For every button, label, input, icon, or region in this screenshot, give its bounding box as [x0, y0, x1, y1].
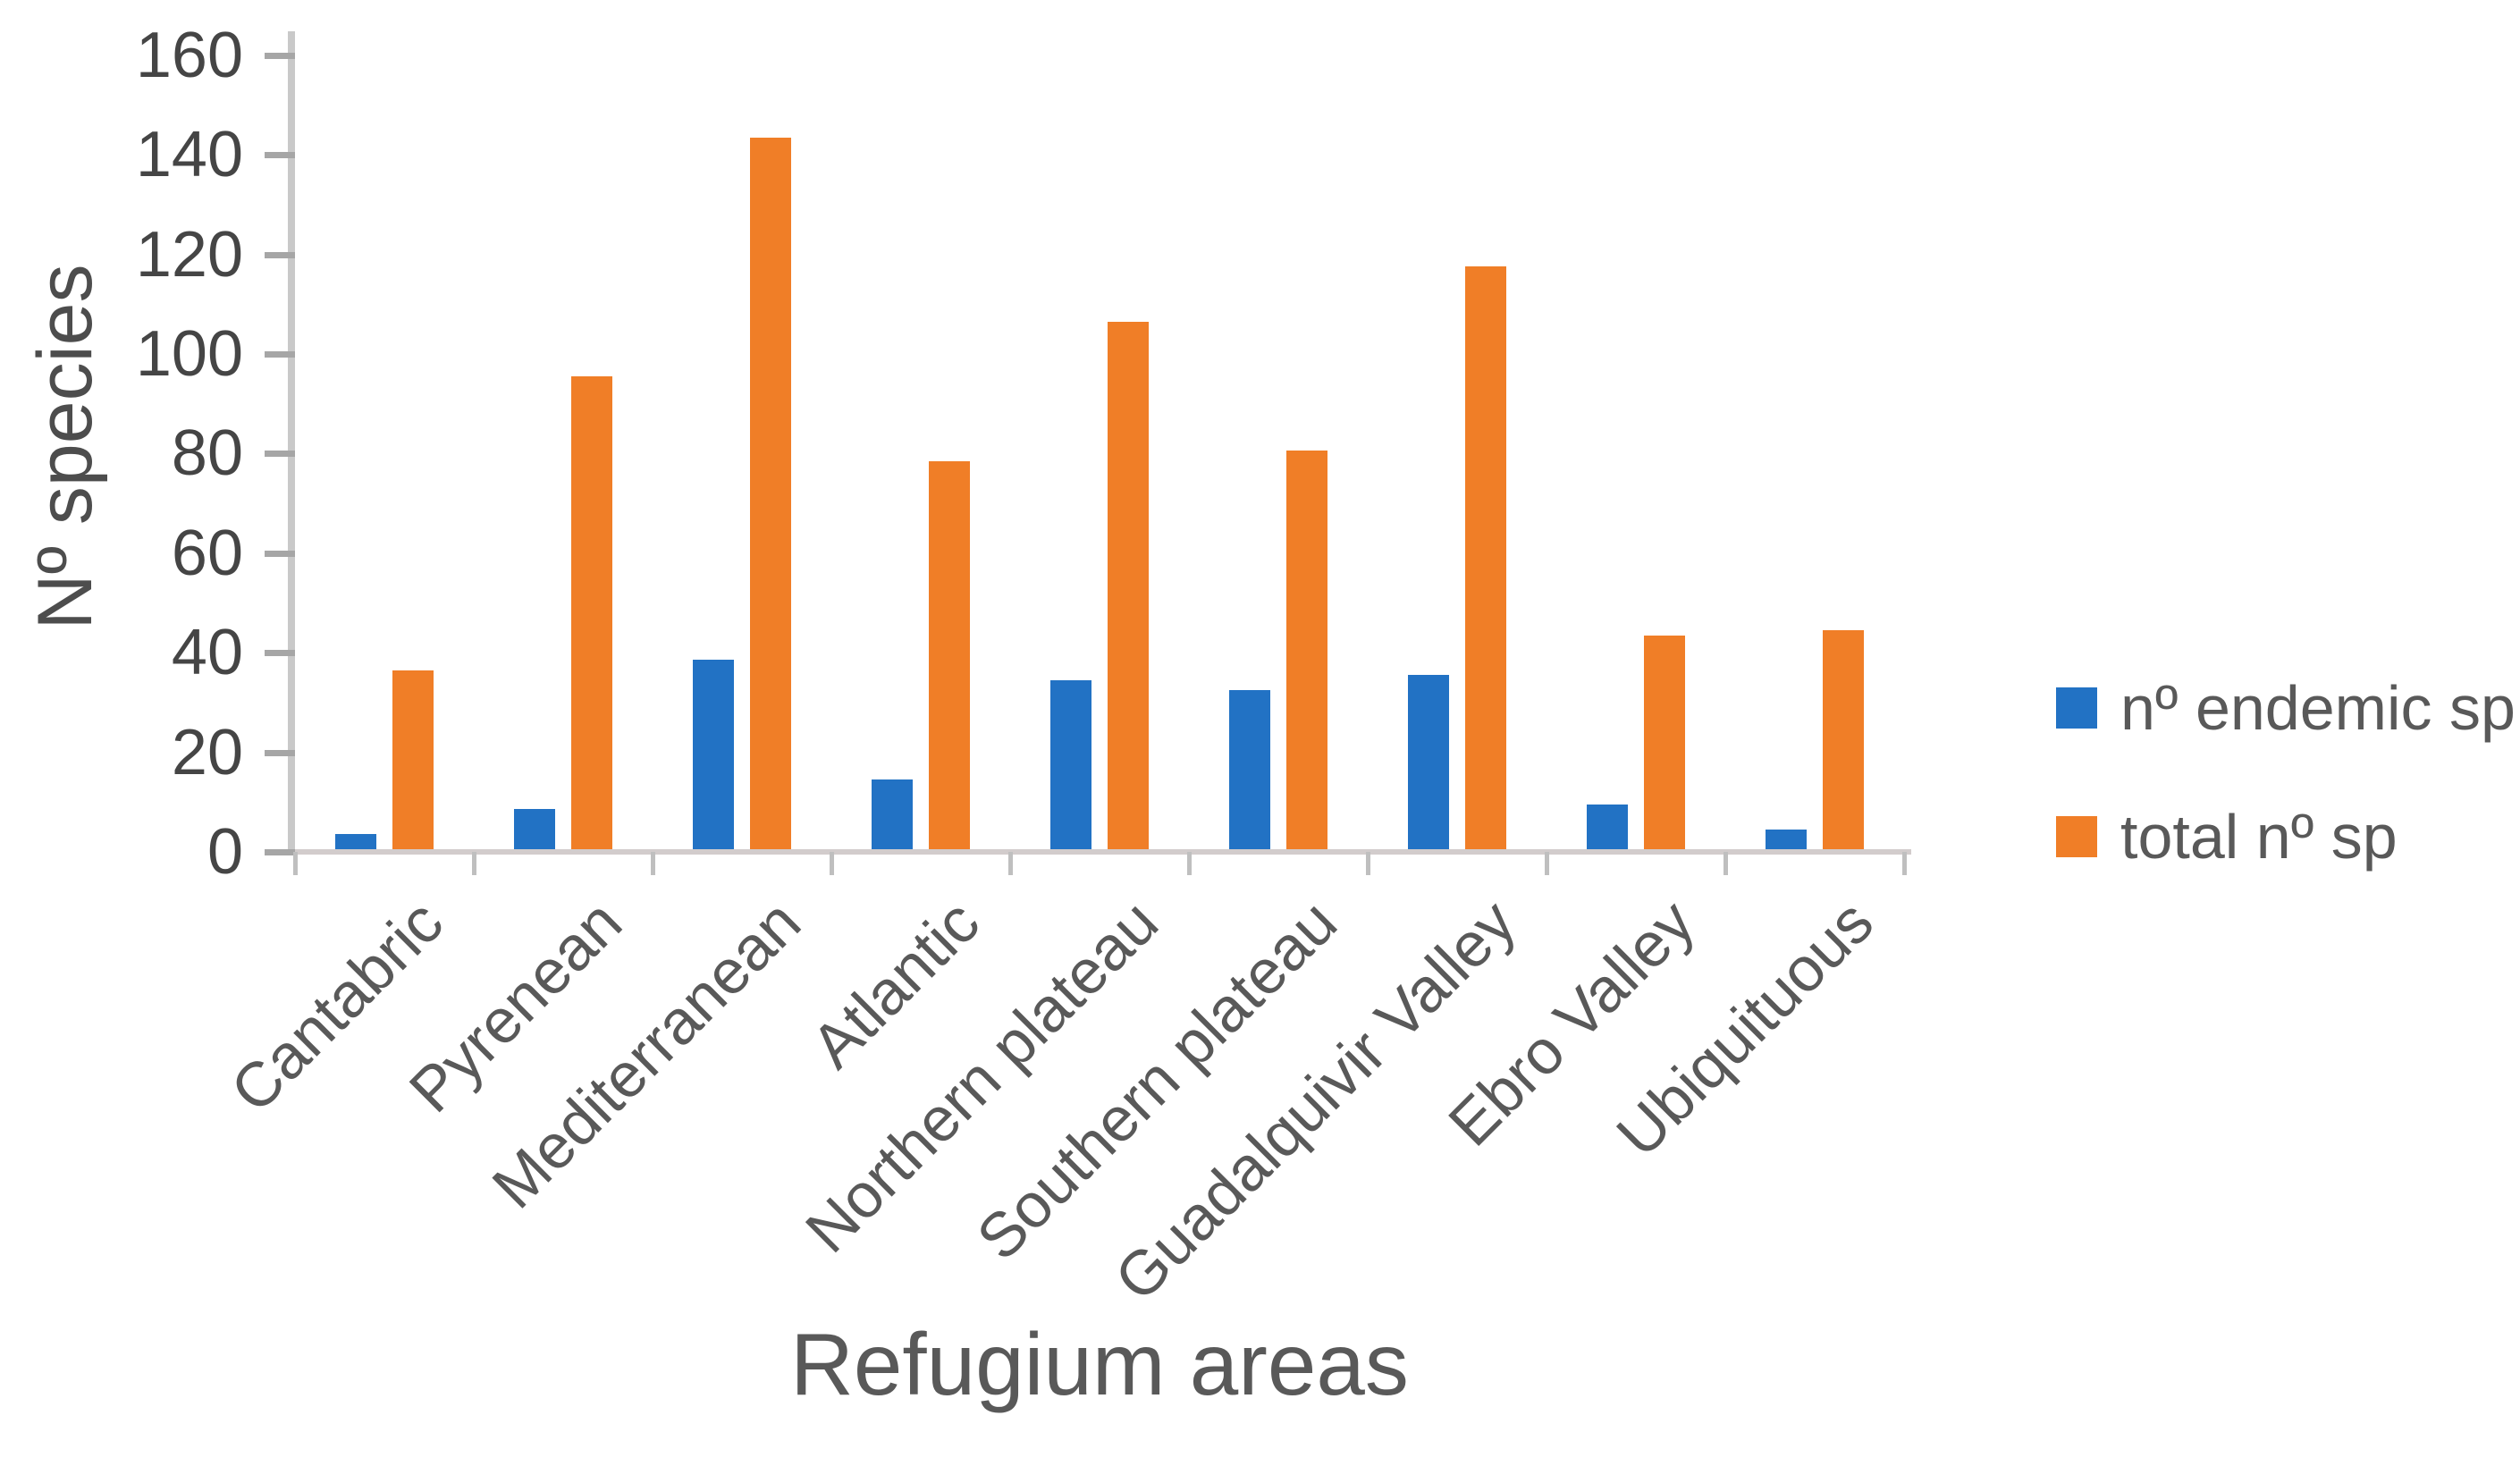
y-tick-label: 80: [171, 417, 243, 490]
x-tick-mark: [1187, 852, 1192, 875]
bar-endemic-2: [693, 660, 734, 849]
x-tick-mark: [830, 852, 834, 875]
x-tick-mark: [293, 852, 298, 875]
bar-endemic-0: [335, 834, 376, 849]
x-tick-mark: [1902, 852, 1907, 875]
bar-total-1: [571, 376, 612, 849]
legend-swatch-endemic: [2056, 687, 2097, 729]
legend-swatch-total: [2056, 816, 2097, 857]
bar-total-5: [1286, 451, 1327, 849]
bar-endemic-1: [514, 809, 555, 849]
y-tick-label: 40: [171, 617, 243, 689]
bar-total-7: [1644, 636, 1685, 849]
y-tick-mark: [265, 849, 295, 855]
y-tick-mark: [265, 451, 295, 458]
y-tick-mark: [265, 152, 295, 159]
y-axis-title: Nº species: [21, 264, 108, 630]
bar-total-2: [750, 138, 791, 849]
legend-label: total nº sp: [2120, 802, 2398, 872]
y-tick-label: 140: [135, 119, 243, 191]
bar-endemic-4: [1050, 680, 1091, 849]
x-tick-mark: [1008, 852, 1013, 875]
y-tick-label: 100: [135, 318, 243, 391]
bar-total-0: [392, 670, 434, 849]
y-tick-mark: [265, 351, 295, 358]
bar-total-6: [1465, 266, 1506, 849]
x-tick-mark: [651, 852, 655, 875]
legend-label: nº endemic sp: [2120, 673, 2516, 743]
bar-endemic-5: [1229, 690, 1270, 849]
y-tick-label: 120: [135, 218, 243, 291]
bar-endemic-6: [1408, 675, 1449, 849]
bar-endemic-3: [872, 779, 913, 849]
x-tick-mark: [472, 852, 476, 875]
y-axis-line: [288, 31, 295, 855]
y-tick-label: 160: [135, 19, 243, 91]
y-tick-label: 20: [171, 716, 243, 788]
x-tick-mark: [1724, 852, 1728, 875]
y-tick-label: 60: [171, 517, 243, 589]
legend-item: nº endemic sp: [2056, 672, 2516, 744]
bar-total-3: [929, 461, 970, 849]
bar-total-4: [1108, 322, 1149, 849]
x-axis-title: Refugium areas: [790, 1315, 1409, 1413]
x-axis-line: [288, 849, 1911, 855]
bar-endemic-8: [1766, 830, 1807, 849]
x-tick-mark: [1366, 852, 1370, 875]
y-tick-mark: [265, 52, 295, 59]
x-tick-mark: [1545, 852, 1549, 875]
bar-endemic-7: [1587, 805, 1628, 849]
y-tick-label: 0: [206, 816, 243, 888]
y-tick-mark: [265, 550, 295, 557]
bar-total-8: [1823, 630, 1864, 849]
y-tick-mark: [265, 650, 295, 657]
y-tick-mark: [265, 251, 295, 258]
legend-item: total nº sp: [2056, 801, 2398, 872]
y-tick-mark: [265, 749, 295, 756]
